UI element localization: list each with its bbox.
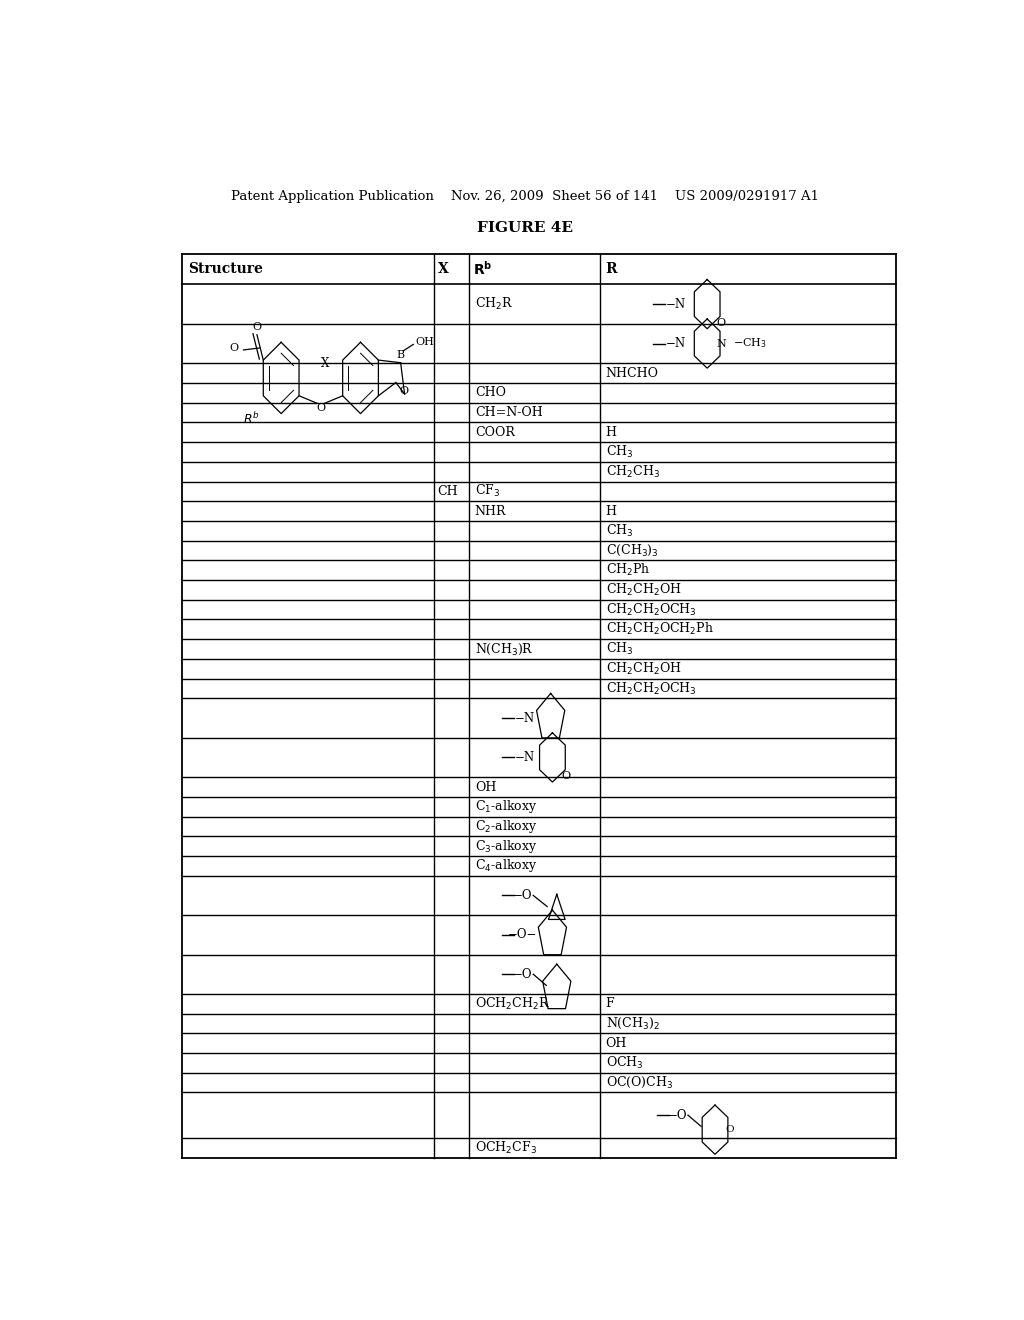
Text: CH$_2$CH$_2$OH: CH$_2$CH$_2$OH xyxy=(606,582,681,598)
Text: X: X xyxy=(438,263,450,276)
Text: X: X xyxy=(321,358,329,370)
Text: −O: −O xyxy=(513,968,532,981)
Text: OCH$_2$CH$_2$R: OCH$_2$CH$_2$R xyxy=(475,995,550,1012)
Text: CH$_3$: CH$_3$ xyxy=(606,642,633,657)
Text: OH: OH xyxy=(415,338,434,347)
Text: NHR: NHR xyxy=(475,504,506,517)
Text: CH$_2$CH$_2$OCH$_3$: CH$_2$CH$_2$OCH$_3$ xyxy=(606,602,696,618)
Text: −O: −O xyxy=(668,1109,687,1122)
Text: CH$_2$CH$_2$OCH$_3$: CH$_2$CH$_2$OCH$_3$ xyxy=(606,680,696,697)
Text: −O−: −O− xyxy=(508,928,538,941)
Text: F: F xyxy=(606,998,614,1010)
Text: O: O xyxy=(316,404,326,413)
Text: OH: OH xyxy=(606,1036,627,1049)
Text: H: H xyxy=(606,504,616,517)
Text: CHO: CHO xyxy=(475,387,506,400)
Text: CH$_3$: CH$_3$ xyxy=(606,523,633,539)
Text: COOR: COOR xyxy=(475,426,515,438)
Text: $R^b$: $R^b$ xyxy=(243,411,259,426)
Text: N(CH$_3$)R: N(CH$_3$)R xyxy=(475,642,534,656)
Text: N: N xyxy=(716,338,726,348)
Text: O: O xyxy=(229,343,239,352)
Text: OC(O)CH$_3$: OC(O)CH$_3$ xyxy=(606,1074,673,1090)
Text: CH$_2$CH$_2$OCH$_2$Ph: CH$_2$CH$_2$OCH$_2$Ph xyxy=(606,622,714,638)
Text: O: O xyxy=(717,318,726,329)
Text: CH: CH xyxy=(437,484,458,498)
Text: Patent Application Publication    Nov. 26, 2009  Sheet 56 of 141    US 2009/0291: Patent Application Publication Nov. 26, … xyxy=(230,190,819,202)
Text: C(CH$_3$)$_3$: C(CH$_3$)$_3$ xyxy=(606,543,658,558)
Text: CF$_3$: CF$_3$ xyxy=(475,483,500,499)
Text: −O: −O xyxy=(513,888,532,902)
Text: FIGURE 4E: FIGURE 4E xyxy=(477,220,572,235)
Text: O: O xyxy=(399,385,409,396)
Text: N(CH$_3$)$_2$: N(CH$_3$)$_2$ xyxy=(606,1016,659,1031)
Text: −CH$_3$: −CH$_3$ xyxy=(733,337,767,350)
Text: C$_2$-alkoxy: C$_2$-alkoxy xyxy=(475,818,538,836)
Text: −N: −N xyxy=(514,711,535,725)
Text: O: O xyxy=(252,322,261,331)
Text: C$_1$-alkoxy: C$_1$-alkoxy xyxy=(475,799,538,816)
Text: C$_4$-alkoxy: C$_4$-alkoxy xyxy=(475,857,538,874)
Text: CH$_2$R: CH$_2$R xyxy=(475,296,513,313)
Text: CH$_2$Ph: CH$_2$Ph xyxy=(606,562,650,578)
Text: H: H xyxy=(606,426,616,438)
Text: $\mathbf{R^b}$: $\mathbf{R^b}$ xyxy=(473,260,493,279)
Text: O: O xyxy=(726,1125,734,1134)
Text: R: R xyxy=(605,263,616,276)
Text: CH$_3$: CH$_3$ xyxy=(606,444,633,459)
Text: NHCHO: NHCHO xyxy=(606,367,658,380)
Text: OCH$_2$CF$_3$: OCH$_2$CF$_3$ xyxy=(475,1139,537,1156)
Text: CH=N-OH: CH=N-OH xyxy=(475,407,543,418)
Text: C$_3$-alkoxy: C$_3$-alkoxy xyxy=(475,838,538,854)
Text: OH: OH xyxy=(475,780,497,793)
Text: B: B xyxy=(396,350,404,359)
Text: CH$_2$CH$_3$: CH$_2$CH$_3$ xyxy=(606,463,659,479)
Text: −N: −N xyxy=(666,297,686,310)
Text: −N: −N xyxy=(666,337,686,350)
Text: CH$_2$CH$_2$OH: CH$_2$CH$_2$OH xyxy=(606,661,681,677)
Text: OCH$_3$: OCH$_3$ xyxy=(606,1055,643,1071)
Text: O: O xyxy=(562,771,571,781)
Text: −N: −N xyxy=(514,751,535,764)
Text: Structure: Structure xyxy=(188,263,263,276)
